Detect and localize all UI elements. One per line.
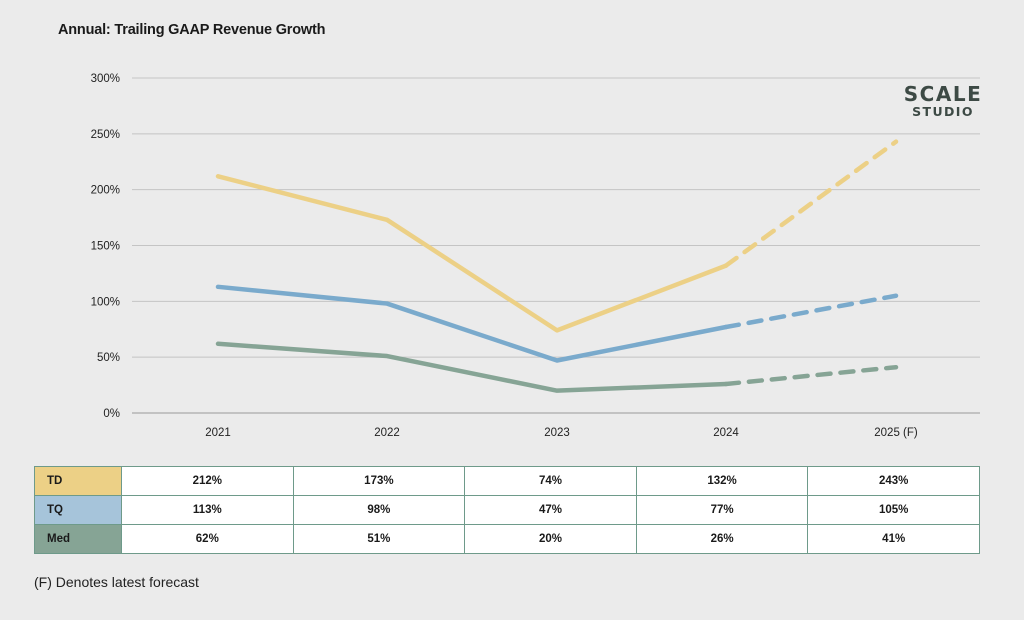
table-cell: 20% <box>464 524 637 554</box>
logo-line-1: SCALE <box>903 82 983 106</box>
y-tick-label: 150% <box>91 241 120 253</box>
data-table: TD 212% 173% 74% 132% 243% TQ 113% 98% 47% 77% 105%… <box>34 466 980 554</box>
table-row: TD 212% 173% 74% 132% 243% <box>34 466 980 496</box>
x-tick-label: 2023 <box>544 427 570 439</box>
y-tick-label: 200% <box>91 185 120 197</box>
table-row: Med 62% 51% 20% 26% 41% <box>34 524 980 554</box>
series-line-med <box>215 341 729 393</box>
y-tick-label: 300% <box>91 73 120 85</box>
table-cell: 105% <box>807 495 980 525</box>
table-cell: 47% <box>464 495 637 525</box>
table-row: TQ 113% 98% 47% 77% 105% <box>34 495 980 525</box>
table-cell: 41% <box>807 524 980 554</box>
table-cell: 113% <box>121 495 294 525</box>
chart-title: Annual: Trailing GAAP Revenue Growth <box>58 22 326 38</box>
row-label: TQ <box>34 495 122 525</box>
table-cell: 212% <box>121 466 294 496</box>
table-cell: 98% <box>292 495 466 525</box>
table-cell: 62% <box>121 524 294 554</box>
table-cell: 51% <box>292 524 466 554</box>
series-forecast-med <box>723 364 899 387</box>
y-tick-label: 100% <box>91 296 120 308</box>
footnote: (F) Denotes latest forecast <box>34 574 199 590</box>
x-tick-label: 2024 <box>713 427 739 439</box>
series-line-td <box>215 174 729 333</box>
x-tick-label: 2022 <box>374 427 400 439</box>
x-tick-label: 2025 (F) <box>874 427 918 439</box>
table-cell: 74% <box>464 466 637 496</box>
table-cell: 173% <box>292 466 466 496</box>
table-cell: 243% <box>807 466 980 496</box>
table-cell: 77% <box>635 495 809 525</box>
row-label: TD <box>34 466 122 496</box>
logo-line-2: STUDIO <box>912 104 974 119</box>
row-label: Med <box>34 524 122 554</box>
y-tick-label: 250% <box>91 129 120 141</box>
table-cell: 132% <box>635 466 809 496</box>
line-chart: 0% 50% 100% 150% 200% 250% 300% 2021 2022 2023 202… <box>91 73 980 439</box>
series-forecast-td <box>723 139 899 268</box>
series-line-tq <box>215 284 729 363</box>
y-tick-label: 50% <box>97 352 120 364</box>
x-tick-label: 2021 <box>205 427 231 439</box>
series-forecast-tq <box>723 293 899 330</box>
table-cell: 26% <box>635 524 809 554</box>
y-tick-label: 0% <box>103 408 120 420</box>
scale-studio-logo: SCALE STUDIO <box>898 84 988 119</box>
